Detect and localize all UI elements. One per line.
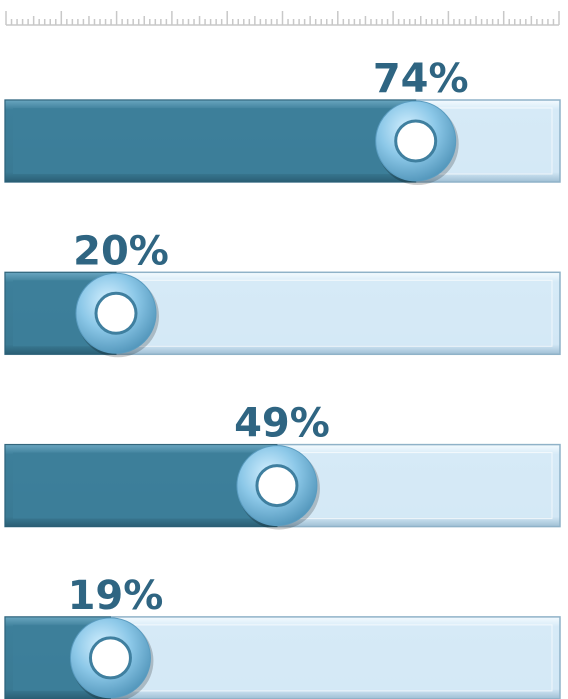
knob-hole bbox=[88, 636, 132, 680]
value-label: 74% bbox=[373, 56, 469, 102]
knob-hole bbox=[255, 464, 299, 508]
value-label: 19% bbox=[68, 573, 164, 619]
knob-hole bbox=[94, 291, 138, 335]
value-label: 20% bbox=[73, 228, 169, 274]
bar-fill-bevel bbox=[13, 452, 277, 519]
knob-hole bbox=[394, 119, 438, 163]
bar-fill-bevel bbox=[13, 108, 416, 174]
ruler bbox=[5, 11, 560, 26]
value-label: 49% bbox=[234, 401, 330, 447]
